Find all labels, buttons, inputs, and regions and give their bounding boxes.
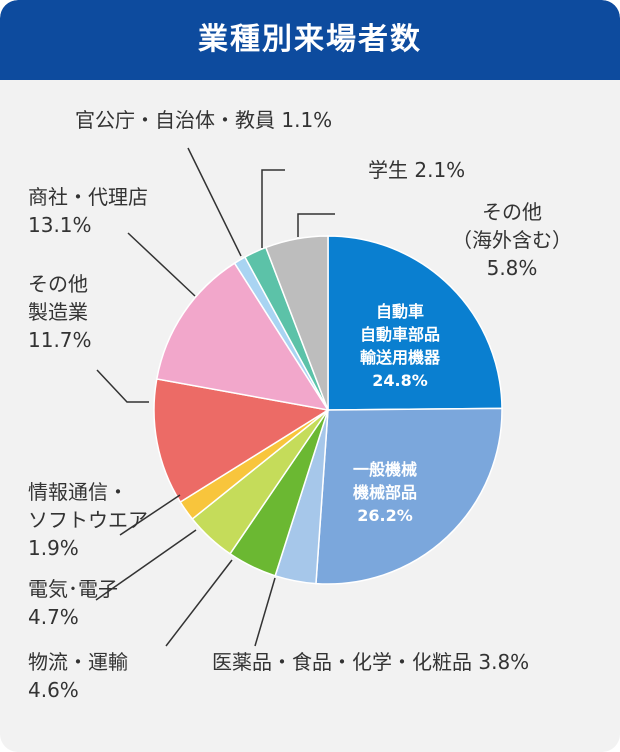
label-text: 医薬品・食品・化学・化粧品: [212, 650, 472, 674]
pie-slice-0: [327, 235, 503, 411]
label-value: 11.7%: [28, 328, 92, 352]
pie-slice-6: [153, 378, 331, 504]
label-it: 情報通信・ ソフトウエア 1.9%: [28, 478, 148, 562]
label-value: 5.8%: [486, 256, 538, 280]
label-text: その他: [28, 272, 88, 296]
label-electronics: 電気･電子 4.7%: [28, 575, 118, 631]
label-text: 物流・運輸: [28, 650, 128, 674]
leader-line-it: [119, 494, 181, 536]
leader-line-trading: [127, 232, 196, 297]
slice-value: 26.2%: [357, 506, 413, 525]
leader-line-other-overseas: [297, 213, 335, 237]
slice-label-line: 自動車部品: [359, 325, 440, 344]
leader-line-logistics: [165, 559, 233, 647]
label-value: 1.1%: [281, 108, 333, 132]
slice-label-line: 機械部品: [352, 483, 417, 502]
label-text: 学生: [368, 158, 408, 182]
label-other-overseas: その他 （海外含む） 5.8%: [452, 198, 572, 282]
pie-slice-10: [264, 235, 329, 411]
label-text: 官公庁・自治体・教員: [75, 108, 275, 132]
label-value: 3.8%: [478, 650, 530, 674]
label-value: 4.7%: [28, 605, 79, 629]
slice-label-line: 自動車: [375, 302, 424, 321]
label-logistics: 物流・運輸 4.6%: [28, 648, 128, 704]
slice-label-automotive: 自動車 自動車部品 輸送用機器 24.8%: [345, 300, 455, 392]
label-value: 4.6%: [28, 678, 79, 702]
label-value: 1.9%: [28, 536, 79, 560]
label-other-manufacturing: その他 製造業 11.7%: [28, 270, 92, 354]
slice-value: 24.8%: [372, 371, 428, 390]
label-text: その他: [482, 200, 542, 224]
label-text: 電気･電子: [28, 577, 118, 601]
label-value: 13.1%: [28, 213, 92, 237]
leader-line-other-mfg: [96, 369, 149, 403]
pie-slice-7: [155, 262, 330, 412]
label-value: 2.1%: [414, 158, 466, 182]
slice-label-line: 輸送用機器: [359, 348, 440, 367]
leader-line-pharma: [254, 577, 276, 647]
slice-label-line: 一般機械: [352, 460, 417, 479]
label-text: ソフトウエア: [28, 508, 148, 532]
label-government: 官公庁・自治体・教員 1.1%: [75, 106, 332, 134]
leader-line-gov: [187, 147, 242, 257]
slice-label-machinery: 一般機械 機械部品 26.2%: [335, 458, 435, 527]
label-text: 製造業: [28, 300, 88, 324]
label-students: 学生 2.1%: [368, 156, 465, 184]
chart-title: 業種別来場者数: [0, 0, 620, 80]
label-text: （海外含む）: [452, 228, 572, 252]
label-trading: 商社・代理店 13.1%: [28, 183, 148, 239]
label-text: 商社・代理店: [28, 185, 148, 209]
pie-slice-1: [315, 407, 503, 585]
leader-line-student: [261, 169, 285, 248]
label-pharma: 医薬品・食品・化学・化粧品 3.8%: [212, 648, 529, 676]
label-text: 情報通信・: [28, 480, 128, 504]
leader-line-electronics: [95, 529, 197, 601]
